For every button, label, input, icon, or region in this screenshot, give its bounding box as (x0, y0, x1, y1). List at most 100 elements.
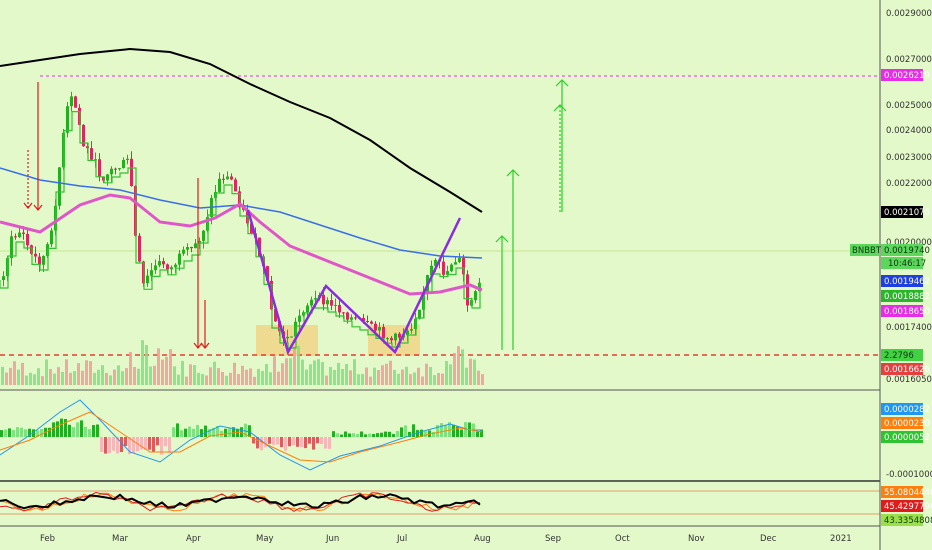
candle-body (274, 309, 277, 322)
volume-bar (333, 370, 336, 385)
macd-histogram-bar (212, 428, 215, 437)
volume-bar (369, 376, 372, 385)
macd-histogram-bar (292, 437, 295, 445)
red-arrow (33, 82, 43, 211)
macd-histogram-bar (320, 437, 323, 445)
countdown-badge (881, 257, 923, 269)
volume-bar (325, 375, 328, 385)
candle-body (226, 176, 229, 179)
symbol-badge (850, 244, 880, 256)
volume-bar (1, 366, 4, 385)
macd-histogram-bar (236, 428, 239, 437)
macd-histogram-bar (316, 437, 319, 444)
macd-histogram-bar (280, 437, 283, 448)
x-tick-label: Nov (688, 534, 705, 544)
candle-body (22, 232, 25, 234)
candle-body (202, 230, 205, 241)
macd-histogram-bar (232, 427, 235, 437)
price-pane[interactable] (0, 47, 880, 385)
candle-body (454, 262, 457, 265)
candle-body (298, 315, 301, 322)
candle-body (178, 253, 181, 265)
candle-body (334, 305, 337, 306)
volume-bar (301, 359, 304, 385)
macd-histogram-bar (124, 437, 127, 446)
macd-histogram-bar (56, 421, 59, 437)
volume-bar (261, 370, 264, 385)
macd-histogram-bar (188, 426, 191, 437)
osc-label-1-text: 55.0804446 (884, 488, 932, 498)
volume-bar (405, 366, 408, 385)
y-tick-label: 0.0027000 (886, 55, 932, 65)
price-axis[interactable]: 0.0029000 0.0027000 0.0025000 0.0024000 … (886, 9, 932, 480)
x-tick-label: Oct (615, 534, 630, 544)
macd-histogram-bar (288, 437, 291, 447)
ma-black-line (0, 47, 483, 213)
volume-bar (97, 369, 100, 385)
green-arrow (495, 235, 509, 350)
volume-bar (73, 371, 76, 385)
candle-body (114, 168, 117, 170)
macd-histogram-bar (104, 437, 107, 454)
oscillator-pane[interactable] (0, 490, 880, 515)
volume-bar (253, 376, 256, 385)
candle-body (90, 148, 93, 160)
macd-histogram-bar (220, 430, 223, 437)
macd-histogram-bar (200, 429, 203, 437)
macd-y-tick-label: -0.0001000 (886, 470, 932, 480)
candle-body (450, 264, 453, 272)
volume-bar (329, 367, 332, 385)
volume-bar (357, 374, 360, 385)
macd-histogram-bar (256, 437, 259, 449)
volume-bar (101, 365, 104, 385)
macd-pane[interactable] (0, 399, 483, 471)
macd-histogram-bar (348, 433, 351, 437)
candle-body (406, 330, 409, 336)
macd-histogram-bar (96, 424, 99, 437)
candle-body (2, 276, 5, 280)
candle-body (150, 270, 153, 276)
arrow-head (555, 79, 569, 87)
macd-histogram-bar (28, 428, 31, 437)
macd-histogram-bar (148, 437, 151, 450)
candle-body (374, 323, 377, 331)
macd-histogram-bar (260, 437, 263, 451)
volume-bar (169, 349, 172, 385)
candle-body (346, 312, 349, 320)
w-pattern (246, 209, 462, 356)
x-tick-label: Jun (325, 534, 339, 544)
candle-body (218, 178, 221, 192)
volume-bar (281, 363, 284, 385)
volume-bar (345, 364, 348, 385)
macd-histogram-bar (84, 426, 87, 437)
volume-bar (413, 372, 416, 385)
x-tick-label: Feb (40, 534, 55, 544)
macd-histogram-bar (120, 437, 123, 452)
macd-histogram-bar (368, 433, 371, 437)
volume-bar (161, 359, 164, 385)
macd-histogram-bar (192, 428, 195, 437)
volume-bar (381, 365, 384, 385)
candle-body (34, 253, 37, 257)
candle-body (386, 338, 389, 340)
price-label-resistance-text: 0.0026219 (884, 71, 930, 81)
macd-label-macd (881, 403, 923, 415)
candle-body (446, 271, 449, 275)
volume-bar (125, 368, 128, 385)
time-axis[interactable]: Feb Mar Apr May Jun Jul Aug Sep Oct Nov … (40, 534, 852, 544)
volume-bar (181, 360, 184, 385)
macd-histogram-bar (264, 437, 267, 448)
candle-body (162, 261, 165, 265)
macd-histogram-bar (100, 437, 103, 452)
volume-bar (205, 375, 208, 385)
candle-body (430, 265, 433, 276)
oscillator-black-line (0, 493, 481, 510)
candle-body (230, 176, 233, 180)
volume-bar (249, 368, 252, 385)
macd-histogram-bar (60, 418, 63, 437)
macd-histogram-bar (404, 425, 407, 437)
volume-bar (305, 369, 308, 385)
price-label-resistance (881, 69, 923, 81)
volume-bar (245, 369, 248, 385)
